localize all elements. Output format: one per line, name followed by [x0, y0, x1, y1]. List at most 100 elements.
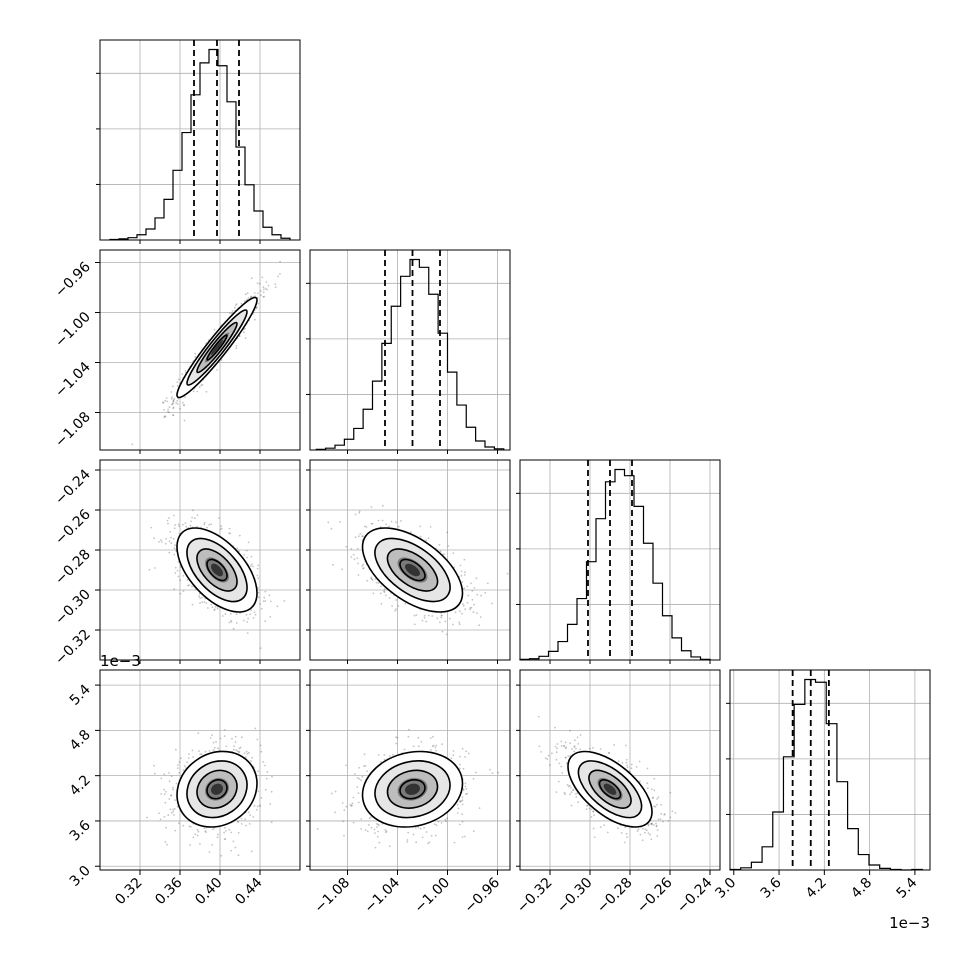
scatter-point — [191, 585, 193, 588]
scatter-point — [173, 814, 175, 816]
scatter-point — [250, 609, 253, 612]
scatter-point — [231, 312, 233, 314]
scatter-point — [459, 800, 462, 803]
scatter-point — [345, 545, 348, 548]
scatter-point — [257, 302, 260, 305]
scatter-point — [567, 785, 570, 788]
scatter-point — [164, 542, 167, 545]
scatter-point — [404, 602, 407, 605]
scatter-point — [201, 384, 204, 386]
scatter-point — [373, 828, 376, 831]
scatter-point — [176, 400, 179, 402]
scatter-point — [462, 604, 465, 607]
scatter-point — [168, 540, 171, 543]
scatter-point — [228, 621, 231, 624]
contour-line — [196, 769, 238, 809]
scatter-point — [183, 419, 186, 422]
scatter-point — [427, 614, 430, 617]
scatter-point — [436, 617, 439, 620]
scatter-point — [172, 788, 174, 791]
scatter-point — [244, 300, 247, 302]
scatter-point — [175, 782, 178, 785]
panel-frame — [99, 39, 301, 241]
scatter-point — [170, 391, 173, 393]
scatter-point — [374, 832, 376, 834]
scatter-point — [452, 750, 455, 752]
scatter-point — [168, 551, 171, 554]
scatter-point — [365, 526, 368, 528]
scatter-point — [656, 798, 658, 800]
scatter-point — [395, 599, 398, 601]
scatter-point — [264, 590, 267, 593]
scatter-point — [565, 746, 567, 749]
scatter-point — [244, 756, 247, 759]
contour-line — [196, 321, 238, 374]
scatter-point — [461, 796, 464, 799]
scatter-point — [172, 407, 175, 410]
scatter-point — [279, 273, 281, 275]
scatter-point — [264, 764, 266, 767]
scatter-point — [171, 396, 173, 398]
histogram-panel-4 — [726, 669, 931, 871]
scatter-point — [332, 563, 334, 566]
scatter-point — [459, 767, 461, 770]
scatter-point — [234, 735, 237, 738]
scatter-point — [230, 619, 232, 622]
scatter-point — [415, 614, 418, 616]
scatter-point — [363, 753, 366, 756]
scatter-point — [262, 286, 265, 289]
scatter-point — [343, 809, 346, 812]
scatter-point — [256, 567, 259, 570]
scatter-point — [434, 746, 437, 749]
scatter-point — [212, 741, 215, 744]
scatter-point — [196, 834, 199, 837]
contour-line — [374, 760, 451, 819]
scatter-point — [435, 749, 437, 752]
scatter-point — [176, 403, 179, 405]
scatter-point — [467, 594, 470, 597]
scatter-point — [244, 818, 247, 821]
scatter-point — [657, 796, 660, 799]
scatter-point — [229, 532, 232, 535]
scatter-point — [269, 803, 272, 805]
scatter-point — [164, 415, 167, 418]
scatter-point — [239, 746, 242, 749]
scatter-point — [252, 816, 255, 818]
histogram-panel-1 — [96, 39, 301, 241]
panel-frame — [99, 249, 301, 451]
scatter-point — [419, 535, 422, 538]
scatter-point — [234, 846, 237, 849]
scatter-point — [183, 403, 185, 406]
scatter-point — [254, 727, 257, 730]
scatter-point — [173, 514, 175, 517]
scatter-point — [551, 752, 553, 755]
scatter-point — [359, 533, 362, 535]
scatter-point — [172, 406, 175, 409]
scatter-point — [478, 624, 481, 627]
scatter-point — [358, 512, 361, 514]
scatter-point — [244, 337, 247, 339]
scatter-point — [172, 786, 175, 789]
scatter-point — [440, 616, 443, 619]
scatter-point — [427, 842, 429, 845]
scatter-point — [246, 752, 249, 755]
scatter-point — [238, 335, 241, 338]
scatter-point — [177, 523, 180, 526]
scatter-point — [168, 772, 170, 774]
scatter-point — [235, 303, 238, 305]
scatter-point — [283, 600, 286, 602]
histogram-step — [315, 258, 505, 451]
scatter-panel-3-2 — [309, 459, 511, 661]
scatter-point — [264, 600, 267, 602]
scatter-point — [233, 748, 235, 751]
scatter-point — [362, 567, 365, 569]
scatter-point — [466, 792, 468, 795]
scatter-point — [460, 574, 463, 577]
scatter-point — [251, 563, 253, 566]
scatter-point — [164, 801, 167, 804]
scatter-point — [571, 748, 573, 750]
scatter-point — [406, 841, 409, 843]
scatter-point — [146, 816, 148, 819]
scatter-point — [250, 760, 253, 762]
contour-line — [176, 527, 258, 613]
